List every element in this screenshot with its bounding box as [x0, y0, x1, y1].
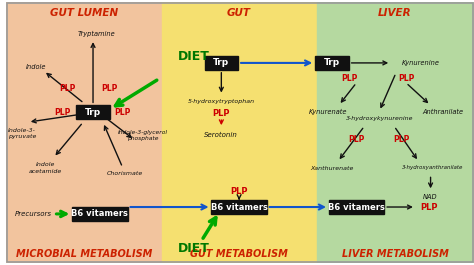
Text: 5-hydroxytryptophan: 5-hydroxytryptophan: [188, 99, 255, 104]
Text: Trp: Trp: [85, 108, 101, 117]
Text: phosphate: phosphate: [127, 136, 158, 142]
Bar: [315, 56, 349, 70]
Text: Indole: Indole: [36, 162, 55, 167]
Text: B6 vitamers: B6 vitamers: [72, 209, 128, 218]
Bar: [205, 56, 238, 70]
Text: Trp: Trp: [213, 58, 229, 67]
Text: PLP: PLP: [114, 108, 131, 117]
Text: PLP: PLP: [230, 187, 248, 196]
Bar: [73, 207, 128, 221]
Text: Anthranilate: Anthranilate: [423, 109, 464, 115]
Text: PLP: PLP: [59, 84, 75, 93]
Text: Indole-3-: Indole-3-: [8, 127, 36, 132]
Text: GUT: GUT: [227, 8, 251, 17]
Text: GUT LUMEN: GUT LUMEN: [50, 8, 118, 17]
Text: PLP: PLP: [101, 84, 118, 93]
Text: GUT METABOLISM: GUT METABOLISM: [190, 249, 288, 259]
Text: 3-hydroxyanthranilate: 3-hydroxyanthranilate: [402, 165, 463, 170]
Text: PLP: PLP: [399, 74, 415, 83]
Text: PLP: PLP: [341, 74, 358, 83]
Text: Indole: Indole: [26, 64, 46, 70]
Text: Serotonin: Serotonin: [204, 132, 238, 138]
Text: 3-hydroxykynurenine: 3-hydroxykynurenine: [346, 116, 413, 121]
Text: NAD: NAD: [423, 194, 438, 200]
Text: PLP: PLP: [54, 108, 71, 117]
Text: DIET: DIET: [178, 50, 210, 63]
Text: Indole-3-glycerol: Indole-3-glycerol: [118, 130, 167, 135]
Text: acetamide: acetamide: [29, 169, 62, 174]
Text: B6 vitamers: B6 vitamers: [328, 202, 385, 211]
Bar: [6, 2, 162, 263]
Bar: [162, 2, 317, 263]
Text: PLP: PLP: [393, 135, 409, 144]
Text: Kynurenine: Kynurenine: [401, 60, 440, 66]
Text: LIVER: LIVER: [378, 8, 412, 17]
Bar: [76, 105, 110, 119]
Text: B6 vitamers: B6 vitamers: [210, 202, 267, 211]
Text: Precursors: Precursors: [15, 211, 52, 217]
Text: Kynurenate: Kynurenate: [309, 109, 347, 115]
Text: DIET: DIET: [178, 242, 210, 255]
Text: Xanthurenate: Xanthurenate: [310, 166, 354, 171]
Text: PLP: PLP: [420, 202, 438, 211]
Bar: [211, 200, 267, 214]
Text: PLP: PLP: [212, 109, 230, 118]
Text: Tryptamine: Tryptamine: [78, 31, 116, 37]
Text: Trp: Trp: [324, 58, 340, 67]
Text: Chorismate: Chorismate: [107, 171, 143, 176]
Text: pyruvate: pyruvate: [8, 134, 36, 139]
Bar: [329, 200, 384, 214]
Bar: [317, 2, 474, 263]
Text: PLP: PLP: [348, 135, 365, 144]
Text: MICROBIAL METABOLISM: MICROBIAL METABOLISM: [16, 249, 152, 259]
Text: LIVER METABOLISM: LIVER METABOLISM: [342, 249, 448, 259]
